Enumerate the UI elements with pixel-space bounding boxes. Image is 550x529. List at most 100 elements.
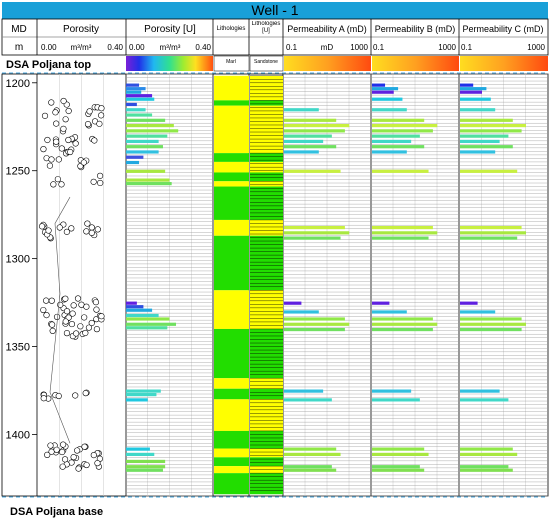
porosity-point [74,295,82,302]
porosity-header: Porosity [63,24,99,35]
porosity-bar [126,389,161,393]
porosity-bar [126,308,153,312]
porosity-bar [126,134,168,138]
porosity-point [84,220,91,227]
porosity-point [88,319,95,327]
porosity-point [55,392,62,400]
porosity-point [90,452,97,459]
porosity-bar [126,182,172,186]
porosity-bar [126,97,155,101]
depth-tick-label: 1350 [6,342,30,354]
porosity-point [72,140,79,147]
permeability-bar [460,327,522,332]
lithology-band [214,399,249,431]
permeability-bar [284,310,319,314]
permeability-bar [284,327,345,332]
perm-c-header: Permeability C (mD) [462,24,543,34]
porosity-point [43,297,50,304]
porosity-point [73,330,80,337]
porosity-bar [126,326,168,330]
permeability-bar [460,389,500,393]
permeability-bar [460,150,496,154]
porosity-point [40,395,47,402]
permeability-bar [460,97,491,101]
permeability-bar [460,317,522,321]
porosity-point [41,112,49,119]
permeability-bar [460,398,509,402]
porosity-bar [126,90,142,94]
porosity-point [47,442,54,449]
porosity-point [91,137,98,144]
porosity-point [57,301,64,308]
porosity-point [85,324,93,331]
lithology-band [214,290,249,329]
lith-u-legend-box [249,55,284,72]
permeability-bar [460,301,478,305]
perm-c-colorbar [460,56,548,71]
permeability-bar [372,87,399,91]
marker-base-label: DSA Poljana base [10,506,103,518]
lithology-band [214,388,249,400]
permeability-bar [372,465,420,469]
porosity-point [70,302,77,309]
porosity-point [63,308,71,315]
porosity-point [53,138,60,145]
perm-a-min: 0.1 [286,43,298,52]
permeability-bar [460,169,518,173]
porosity-u-unit: m³/m³ [160,43,181,52]
porosity-point [98,112,105,119]
permeability-bar [372,123,438,128]
lithology-band [214,161,249,173]
lithology-band [214,448,249,458]
lithology-u-band [250,186,283,220]
porosity-trace [49,196,71,444]
permeability-bar [460,236,518,240]
permeability-bar [284,225,345,230]
porosity-point [48,156,55,163]
permeability-bar [372,398,420,402]
porosity-point [48,297,55,304]
lithologies-u-header: Lithologies [U] [251,21,281,34]
porosity-point [75,465,82,472]
porosity-min: 0.00 [41,43,57,52]
permeability-bar [372,447,425,451]
porosity-point [60,125,67,132]
porosity-point [59,463,66,470]
lithologies-header: Lithologies [217,26,246,32]
permeability-bar [372,225,433,230]
porosity-point [96,120,103,127]
porosity-point [65,107,72,115]
porosity-point [97,179,104,187]
lithology-band [214,75,249,101]
porosity-bar [126,465,166,469]
porosity-point [62,295,69,302]
porosity-point [82,329,89,337]
permeability-bar [460,108,496,112]
permeability-bar [284,465,332,469]
lithology-u-band [250,105,283,154]
permeability-bar [460,129,522,133]
porosity-point [83,461,90,469]
permeability-bar [372,452,429,456]
perm-c-min: 0.1 [461,43,473,52]
porosity-u-min: 0.00 [129,43,145,52]
porosity-bar [126,139,159,144]
porosity-point [40,306,47,314]
porosity-point [46,162,54,169]
lithology-u-band [250,100,283,106]
lithology-u-band [250,219,283,236]
permeability-bar [284,108,319,112]
permeability-bar [372,83,386,87]
permeability-bar [460,139,500,144]
porosity-bar [126,313,159,318]
md-unit: m [15,42,23,53]
permeability-bar [372,169,429,173]
porosity-bar [126,150,159,154]
permeability-bar [284,468,337,472]
porosity-point [67,148,74,156]
permeability-bar [284,231,350,235]
permeability-bar [460,468,513,472]
permeability-bar [284,322,350,326]
marker-top-label: DSA Poljana top [6,59,91,71]
